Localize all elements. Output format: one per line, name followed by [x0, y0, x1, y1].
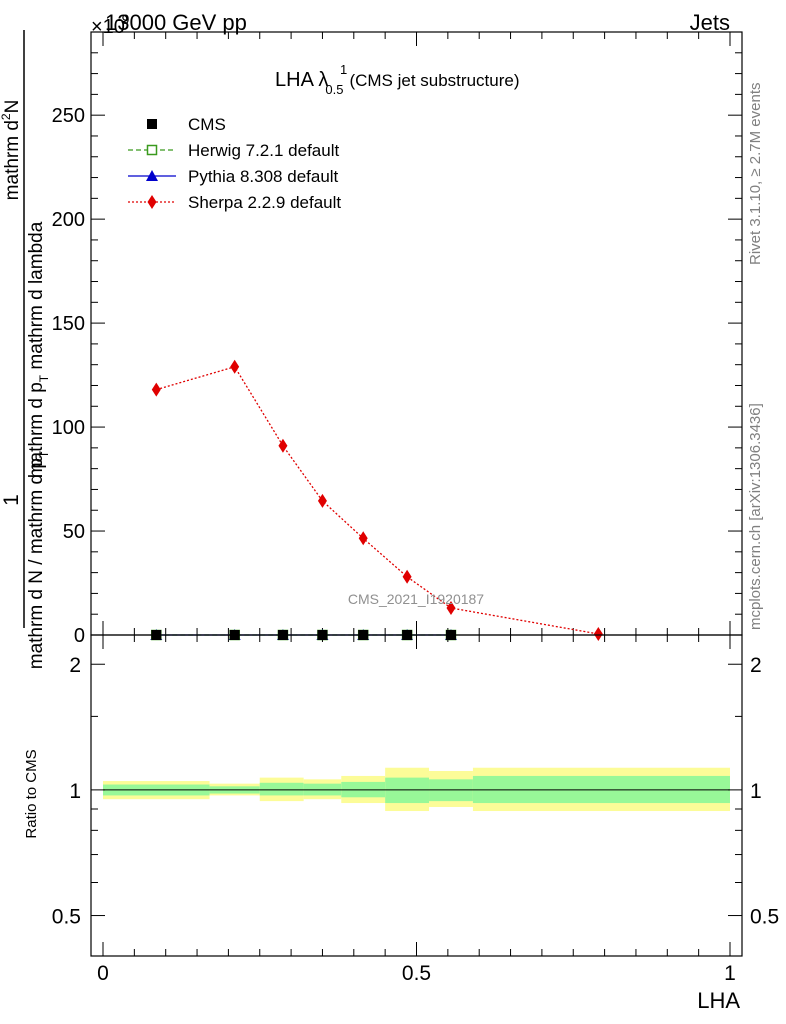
energy-label: 13000 GeV pp: [105, 10, 247, 35]
series-line: [156, 366, 599, 635]
ratio-ytick-label-right: 0.5: [750, 906, 779, 929]
plot-title-main: LHA λ: [275, 69, 328, 91]
ratio-ytick-label-right: 1: [750, 780, 762, 803]
ylabel-numerator: mathrm d2N: [0, 100, 23, 201]
mcplots-label: mcplots.cern.ch [arXiv:1306.3436]: [747, 403, 764, 630]
legend-label: Sherpa 2.2.9 default: [188, 193, 341, 212]
ratio-ytick-label-right: 2: [750, 654, 762, 677]
plot-title-sup: 1: [340, 62, 347, 77]
main-ylabel: 1 mathrm d2N mathrm d pT mathrm d lambda…: [0, 30, 51, 669]
main-ytick-label: 250: [52, 105, 85, 127]
data-point: [317, 493, 327, 508]
ratio-ytick-label: 0.5: [52, 906, 81, 929]
xlabel: LHA: [697, 988, 740, 1013]
main-ytick-label: 0: [74, 625, 85, 647]
legend-label: Pythia 8.308 default: [188, 167, 339, 186]
main-ytick-label: 50: [63, 521, 85, 543]
plot-title-sub: 0.5: [325, 82, 343, 97]
data-point: [402, 569, 412, 584]
process-label: Jets: [690, 10, 730, 35]
watermark: CMS_2021_I1920187: [348, 591, 484, 607]
data-point: [358, 531, 368, 546]
legend-label: CMS: [188, 115, 226, 134]
ratio-ylabel: Ratio to CMS: [23, 749, 40, 838]
legend-marker: [147, 195, 157, 209]
data-point: [278, 438, 288, 453]
legend-marker: [146, 170, 158, 181]
legend: CMS Herwig 7.2.1 default Pythia 8.308 defa…: [128, 115, 341, 212]
data-point: [230, 359, 240, 374]
xtick-label: 0.5: [402, 962, 431, 985]
plot-title: LHA λ0.5 (CMS jet substructure): [275, 69, 519, 97]
legend-marker: [146, 144, 158, 156]
ylabel-denominator-top: mathrm d pT mathrm d lambda: [26, 221, 51, 478]
ylabel-top: 1: [0, 494, 23, 506]
ylabel-denominator: mathrm d N / mathrm d pT: [26, 450, 51, 669]
ratio-band-inner: [259, 782, 304, 796]
xtick-label: 0: [97, 962, 109, 985]
main-ytick-label: 150: [52, 313, 85, 335]
legend-label: Herwig 7.2.1 default: [188, 141, 339, 160]
legend-marker: [147, 119, 157, 129]
data-point: [593, 626, 603, 641]
main-ytick-label: 100: [52, 417, 85, 439]
ratio-ytick-label: 2: [69, 654, 81, 677]
ratio-ytick-label: 1: [69, 780, 81, 803]
plot-title-suffix: (CMS jet substructure): [349, 71, 519, 90]
ratio-plot: 0.5 0.5 1 1 2 2 0 0.5 1 Ratio to CMS LHA: [23, 634, 779, 1013]
xtick-label: 1: [724, 962, 736, 985]
main-ytick-label: 200: [52, 209, 85, 231]
main-axes: 0 50 100 150 200 250: [52, 31, 743, 647]
rivet-label: Rivet 3.1.10, ≥ 2.7M events: [747, 83, 764, 266]
data-point: [151, 382, 161, 397]
main-plot: 0 50 100 150 200 250 LHA λ0.5 (CMS jet substru…: [0, 30, 743, 669]
ratio-bands: [103, 767, 730, 812]
exponent-power: -9: [117, 11, 130, 27]
data-point: [446, 600, 456, 615]
ratio-axes: 0.5 0.5 1 1 2 2 0 0.5 1: [52, 634, 779, 985]
